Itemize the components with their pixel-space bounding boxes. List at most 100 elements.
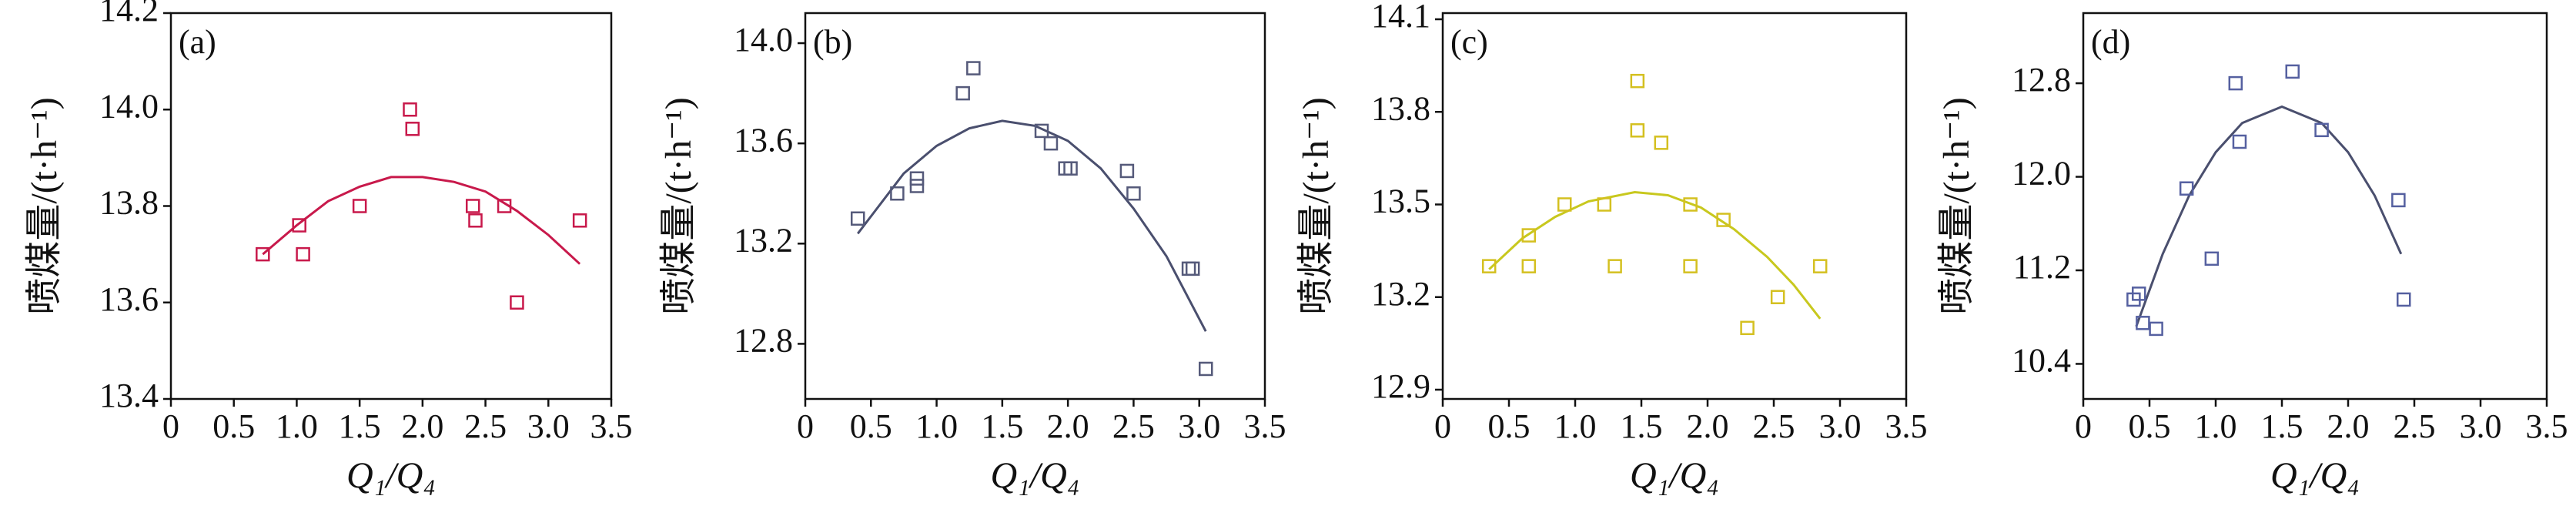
y-tick-label: 14.0 xyxy=(734,21,793,59)
marker xyxy=(2396,292,2411,307)
marker xyxy=(352,199,367,213)
marker xyxy=(1597,197,1612,212)
marker xyxy=(2228,75,2243,91)
fit-curve xyxy=(857,119,1207,332)
marker xyxy=(1198,361,1213,377)
x-tick-label: 1.0 xyxy=(276,407,318,445)
y-tick-label: 12.0 xyxy=(2012,155,2071,193)
x-tick-label: 2.0 xyxy=(401,407,443,445)
y-tick-label: 14.1 xyxy=(1371,0,1430,35)
x-tick-label: 3.0 xyxy=(1178,407,1220,445)
marker xyxy=(1481,259,1497,273)
marker xyxy=(1521,259,1537,273)
marker xyxy=(465,199,480,213)
marker xyxy=(1683,259,1698,273)
marker xyxy=(2391,193,2406,208)
marker xyxy=(1043,136,1059,151)
marker xyxy=(1119,163,1135,179)
panel: 0 0.5 1.0 1.5 2.0 2.5 3.0 3.5 13.4 13.6 13.8 14.0 14… xyxy=(24,0,632,496)
y-tick-label: 13.2 xyxy=(1371,275,1430,313)
plot-frame xyxy=(1441,12,1908,400)
marker xyxy=(2149,321,2163,337)
marker xyxy=(405,122,420,136)
x-tick-label: 2.5 xyxy=(2394,407,2436,445)
x-tick-label: 0.5 xyxy=(850,407,892,445)
y-tick-label: 14.0 xyxy=(99,87,159,125)
marker xyxy=(2179,181,2194,196)
x-tick-label: 1.5 xyxy=(981,407,1023,445)
panel-label: (a) xyxy=(179,23,216,61)
marker xyxy=(2204,251,2220,266)
plot-frame xyxy=(2082,12,2548,400)
x-tick-label: 0.5 xyxy=(212,407,255,445)
plot-frame xyxy=(169,12,613,400)
marker xyxy=(1521,228,1537,243)
y-tick-label: 14.2 xyxy=(99,0,159,28)
x-tick-label: 2.5 xyxy=(1112,407,1155,445)
x-tick-label: 3.5 xyxy=(590,407,633,445)
marker xyxy=(1716,213,1731,227)
marker xyxy=(2131,287,2146,301)
marker xyxy=(909,179,925,193)
x-tick-label: 0 xyxy=(797,407,814,445)
y-axis-label: 喷煤量/(t·h⁻¹) xyxy=(1936,97,1977,314)
marker xyxy=(2314,122,2329,138)
y-tick-label: 12.8 xyxy=(2012,61,2071,99)
x-tick-label: 2.0 xyxy=(1047,407,1089,445)
x-tick-label: 3.0 xyxy=(527,407,570,445)
x-tick-label: 3.5 xyxy=(2526,407,2568,445)
x-tick-label: 3.0 xyxy=(1819,407,1862,445)
plot-frame xyxy=(804,12,1266,400)
marker xyxy=(1630,123,1645,138)
marker xyxy=(256,246,270,262)
x-tick-label: 2.0 xyxy=(1687,407,1729,445)
x-tick-label: 2.0 xyxy=(2327,407,2370,445)
panel: 0 0.5 1.0 1.5 2.0 2.5 3.0 3.5 12.9 13.2 13.5 13.8 14… xyxy=(1296,0,1927,496)
marker xyxy=(1607,259,1622,273)
y-tick-label: 13.5 xyxy=(1371,183,1430,220)
marker xyxy=(292,218,306,233)
marker xyxy=(1812,259,1828,273)
x-tick-label: 2.5 xyxy=(464,407,507,445)
x-tick-label: 1.5 xyxy=(339,407,381,445)
y-tick-label: 13.8 xyxy=(1371,89,1430,127)
x-tick-label: 0 xyxy=(1434,407,1451,445)
marker xyxy=(2285,64,2300,79)
y-tick-label: 13.4 xyxy=(99,377,159,414)
x-tick-label: 1.0 xyxy=(2195,407,2237,445)
marker xyxy=(1630,73,1645,89)
y-axis-label: 喷煤量/(t·h⁻¹) xyxy=(24,97,65,314)
marker xyxy=(1181,261,1196,276)
y-tick-label: 10.4 xyxy=(2012,342,2071,380)
fit-curve xyxy=(1488,190,1822,320)
panel: 0 0.5 1.0 1.5 2.0 2.5 3.0 3.5 10.4 11.2 12.0 12.8 (d… xyxy=(1936,12,2568,496)
x-tick-label: 0 xyxy=(162,407,179,445)
x-axis-label: Q₁/Q₄ xyxy=(2270,455,2360,496)
marker xyxy=(572,213,587,228)
marker xyxy=(510,295,524,310)
panel: 0 0.5 1.0 1.5 2.0 2.5 3.0 3.5 12.8 13.2 13.6 14.0 (b… xyxy=(658,12,1286,496)
marker xyxy=(1063,161,1078,176)
marker xyxy=(1557,197,1572,212)
y-tick-label: 13.2 xyxy=(734,221,793,259)
fit-curve xyxy=(2135,105,2403,327)
marker xyxy=(1654,136,1669,150)
x-axis-label: Q₁/Q₄ xyxy=(346,455,436,496)
x-tick-label: 1.0 xyxy=(915,407,958,445)
panel-label: (b) xyxy=(813,23,852,61)
marker xyxy=(890,186,905,201)
y-tick-label: 12.9 xyxy=(1371,367,1430,405)
y-tick-label: 13.6 xyxy=(734,121,793,159)
panel-label: (d) xyxy=(2091,23,2130,61)
x-tick-label: 0.5 xyxy=(2129,407,2171,445)
y-tick-label: 11.2 xyxy=(2013,248,2071,286)
y-tick-label: 13.8 xyxy=(99,184,159,222)
x-tick-label: 1.0 xyxy=(1554,407,1597,445)
marker xyxy=(1770,290,1785,304)
marker xyxy=(1740,320,1755,336)
y-axis-label: 喷煤量/(t·h⁻¹) xyxy=(1296,97,1337,314)
panel-label: (c) xyxy=(1450,23,1488,61)
marker xyxy=(850,211,865,226)
x-tick-label: 1.5 xyxy=(2261,407,2303,445)
